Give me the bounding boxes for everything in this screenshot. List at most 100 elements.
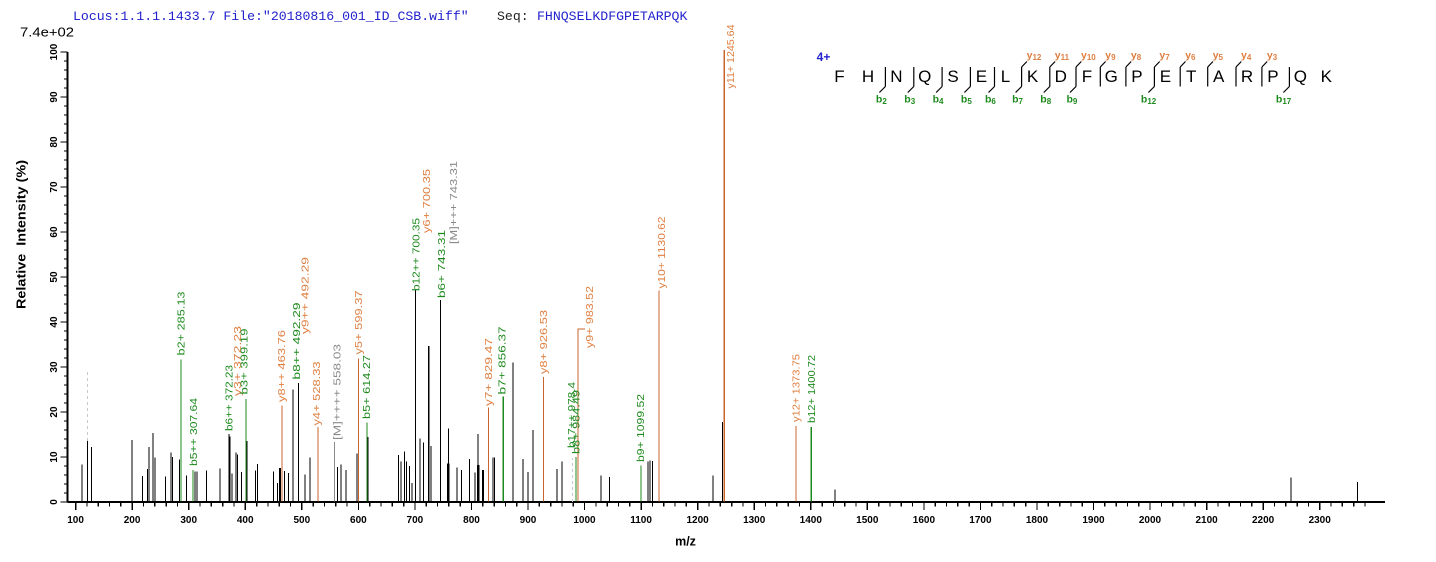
svg-text:FHNQSELKDFGPETARPQK: FHNQSELKDFGPETARPQK <box>537 9 687 24</box>
svg-text:y7+ 829.47: y7+ 829.47 <box>484 337 495 406</box>
svg-text:2300: 2300 <box>1309 515 1332 526</box>
svg-text:y8+ 926.53: y8+ 926.53 <box>539 309 550 374</box>
svg-text:40: 40 <box>49 316 60 328</box>
svg-text:A: A <box>1213 67 1225 86</box>
svg-text:10: 10 <box>49 451 60 463</box>
svg-text:y11+ 1245.64: y11+ 1245.64 <box>726 24 737 88</box>
svg-text:y8++ 463.76: y8++ 463.76 <box>277 329 288 402</box>
svg-text:y7: y7 <box>1159 50 1170 63</box>
svg-text:P: P <box>1267 67 1278 86</box>
svg-text:b8++ 492.29: b8++ 492.29 <box>292 302 303 380</box>
svg-text:1700: 1700 <box>969 515 992 526</box>
svg-text:300: 300 <box>180 515 197 526</box>
svg-text:b2: b2 <box>876 94 887 107</box>
svg-text:90: 90 <box>49 91 60 103</box>
svg-text:y10+ 1130.62: y10+ 1130.62 <box>657 216 668 289</box>
svg-text:b2+ 285.13: b2+ 285.13 <box>176 291 187 356</box>
svg-text:2200: 2200 <box>1252 515 1275 526</box>
svg-text:1600: 1600 <box>913 515 936 526</box>
svg-text:1900: 1900 <box>1082 515 1105 526</box>
svg-text:y9++ 492.29: y9++ 492.29 <box>300 256 311 334</box>
svg-text:N: N <box>890 67 902 86</box>
svg-text:y5: y5 <box>1213 50 1224 63</box>
svg-text:Seq:: Seq: <box>497 9 529 24</box>
svg-text:b5: b5 <box>961 94 972 107</box>
svg-text:y8: y8 <box>1131 50 1142 63</box>
svg-text:y6+ 700.35: y6+ 700.35 <box>422 168 433 233</box>
svg-text:T: T <box>1186 67 1196 86</box>
svg-text:G: G <box>1105 67 1118 86</box>
svg-text:b12: b12 <box>1141 94 1157 107</box>
svg-text:800: 800 <box>463 515 480 526</box>
svg-text:80: 80 <box>49 136 60 148</box>
svg-text:b3+ 399.19: b3+ 399.19 <box>240 328 251 395</box>
svg-text:30: 30 <box>49 361 60 373</box>
svg-text:7.4e+02: 7.4e+02 <box>20 25 74 40</box>
svg-text:P: P <box>1131 67 1142 86</box>
svg-text:F: F <box>1082 67 1092 86</box>
svg-text:F: F <box>834 67 844 86</box>
svg-text:0: 0 <box>49 499 60 505</box>
svg-text:b4: b4 <box>933 94 944 107</box>
svg-text:b12+ 1400.72: b12+ 1400.72 <box>807 355 818 423</box>
svg-text:400: 400 <box>237 515 254 526</box>
svg-text:Relative Intensity (%): Relative Intensity (%) <box>14 160 29 309</box>
svg-text:b12++ 700.35: b12++ 700.35 <box>412 217 423 291</box>
svg-text:2000: 2000 <box>1139 515 1162 526</box>
svg-text:K: K <box>1321 67 1333 86</box>
svg-text:D: D <box>1055 67 1067 86</box>
svg-text:y10: y10 <box>1081 50 1096 63</box>
svg-text:y5+ 599.37: y5+ 599.37 <box>354 290 365 355</box>
svg-text:[M]+++ 743.31: [M]+++ 743.31 <box>449 160 460 244</box>
svg-text:b9+ 1099.52: b9+ 1099.52 <box>636 393 647 462</box>
svg-text:L: L <box>1001 67 1010 86</box>
svg-text:b7+ 856.37: b7+ 856.37 <box>497 326 508 395</box>
svg-text:2100: 2100 <box>1195 515 1218 526</box>
svg-text:y3+ 372.23: y3+ 372.23 <box>233 325 244 396</box>
svg-text:y4: y4 <box>1241 50 1252 63</box>
svg-text:Q: Q <box>918 67 931 86</box>
svg-text:1000: 1000 <box>573 515 596 526</box>
svg-text:y12+ 1373.75: y12+ 1373.75 <box>792 354 803 422</box>
svg-text:b17++ 978.4: b17++ 978.4 <box>567 381 578 448</box>
svg-text:y9: y9 <box>1105 50 1116 63</box>
svg-text:b9: b9 <box>1067 94 1078 107</box>
svg-text:4+: 4+ <box>817 50 831 64</box>
svg-text:b5++ 307.64: b5++ 307.64 <box>189 397 200 466</box>
svg-text:y3: y3 <box>1267 50 1278 63</box>
svg-text:b7: b7 <box>1012 94 1023 107</box>
svg-text:y6: y6 <box>1185 50 1196 63</box>
svg-text:y4+ 528.33: y4+ 528.33 <box>312 361 323 426</box>
svg-text:900: 900 <box>520 515 537 526</box>
svg-text:b6++ 372.23: b6++ 372.23 <box>225 364 236 431</box>
svg-text:500: 500 <box>293 515 310 526</box>
svg-text:50: 50 <box>49 271 60 283</box>
svg-text:b3: b3 <box>904 94 915 107</box>
svg-text:y9+ 983.52: y9+ 983.52 <box>585 285 596 348</box>
svg-text:70: 70 <box>49 181 60 193</box>
svg-text:K: K <box>1027 67 1039 86</box>
svg-text:100: 100 <box>49 43 60 60</box>
svg-text:1200: 1200 <box>686 515 709 526</box>
svg-text:1800: 1800 <box>1026 515 1049 526</box>
svg-text:E: E <box>1160 67 1171 86</box>
svg-text:Q: Q <box>1294 67 1307 86</box>
svg-text:700: 700 <box>407 515 424 526</box>
svg-text:60: 60 <box>49 226 60 238</box>
svg-text:20: 20 <box>49 406 60 418</box>
svg-text:b8+ 984.49: b8+ 984.49 <box>571 389 582 454</box>
svg-text:[M]++++ 558.03: [M]++++ 558.03 <box>333 343 344 440</box>
svg-text:100: 100 <box>67 515 84 526</box>
svg-text:Locus:1.1.1.1433.7 File:"20180: Locus:1.1.1.1433.7 File:"20180816_001_ID… <box>73 9 469 24</box>
svg-text:200: 200 <box>124 515 141 526</box>
svg-text:m/z: m/z <box>675 535 696 549</box>
svg-text:b17: b17 <box>1276 94 1292 107</box>
svg-text:600: 600 <box>350 515 367 526</box>
svg-text:b8: b8 <box>1040 94 1051 107</box>
svg-text:1400: 1400 <box>800 515 823 526</box>
svg-text:1500: 1500 <box>856 515 879 526</box>
svg-text:R: R <box>1241 67 1253 86</box>
svg-text:b6+ 743.31: b6+ 743.31 <box>437 229 448 298</box>
svg-text:1300: 1300 <box>743 515 766 526</box>
svg-text:H: H <box>862 67 874 86</box>
